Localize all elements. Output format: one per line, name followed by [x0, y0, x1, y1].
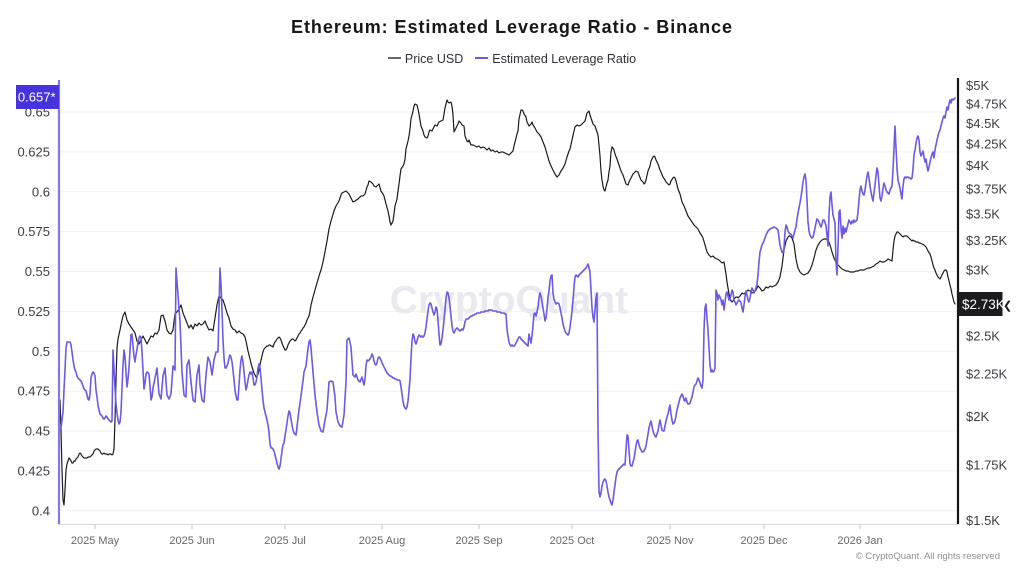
- svg-text:2025 May: 2025 May: [71, 535, 120, 547]
- svg-text:$4.25K: $4.25K: [966, 136, 1008, 151]
- svg-text:2025 Jul: 2025 Jul: [264, 535, 306, 547]
- svg-text:0.525: 0.525: [17, 304, 50, 319]
- svg-text:$3.75K: $3.75K: [966, 182, 1008, 197]
- svg-text:2025 Sep: 2025 Sep: [455, 535, 502, 547]
- svg-text:0.425: 0.425: [17, 463, 50, 478]
- svg-text:$1.5K: $1.5K: [966, 513, 1000, 528]
- svg-text:$1.75K: $1.75K: [966, 457, 1008, 472]
- svg-text:© CryptoQuant. All rights rese: © CryptoQuant. All rights reserved: [856, 551, 1000, 562]
- svg-text:$4.75K: $4.75K: [966, 97, 1008, 112]
- svg-text:$4.5K: $4.5K: [966, 116, 1000, 131]
- svg-text:0.657*: 0.657*: [18, 90, 56, 105]
- svg-text:0.5: 0.5: [32, 344, 50, 359]
- svg-text:2026 Jan: 2026 Jan: [837, 535, 882, 547]
- svg-text:$3K: $3K: [966, 262, 989, 277]
- svg-text:$2.5K: $2.5K: [966, 328, 1000, 343]
- svg-text:$2K: $2K: [966, 409, 989, 424]
- svg-text:2025 Oct: 2025 Oct: [550, 535, 595, 547]
- svg-text:$3.5K: $3.5K: [966, 206, 1000, 221]
- svg-text:$4K: $4K: [966, 158, 989, 173]
- svg-text:❮: ❮: [1003, 300, 1012, 312]
- svg-text:$5K: $5K: [966, 78, 989, 93]
- svg-text:2025 Aug: 2025 Aug: [359, 535, 406, 547]
- svg-text:0.4: 0.4: [32, 503, 50, 518]
- svg-text:2025 Nov: 2025 Nov: [646, 535, 694, 547]
- svg-text:2025 Dec: 2025 Dec: [740, 535, 788, 547]
- svg-text:2025 Jun: 2025 Jun: [169, 535, 214, 547]
- svg-text:0.575: 0.575: [17, 224, 50, 239]
- svg-text:$2.73K: $2.73K: [962, 297, 1005, 312]
- svg-text:CryptoQuant: CryptoQuant: [390, 279, 628, 322]
- svg-text:0.475: 0.475: [17, 384, 50, 399]
- svg-text:0.6: 0.6: [32, 184, 50, 199]
- svg-text:0.55: 0.55: [25, 264, 50, 279]
- svg-text:0.45: 0.45: [25, 424, 50, 439]
- svg-text:$3.25K: $3.25K: [966, 233, 1008, 248]
- svg-text:$2.25K: $2.25K: [966, 367, 1008, 382]
- svg-text:0.625: 0.625: [17, 144, 50, 159]
